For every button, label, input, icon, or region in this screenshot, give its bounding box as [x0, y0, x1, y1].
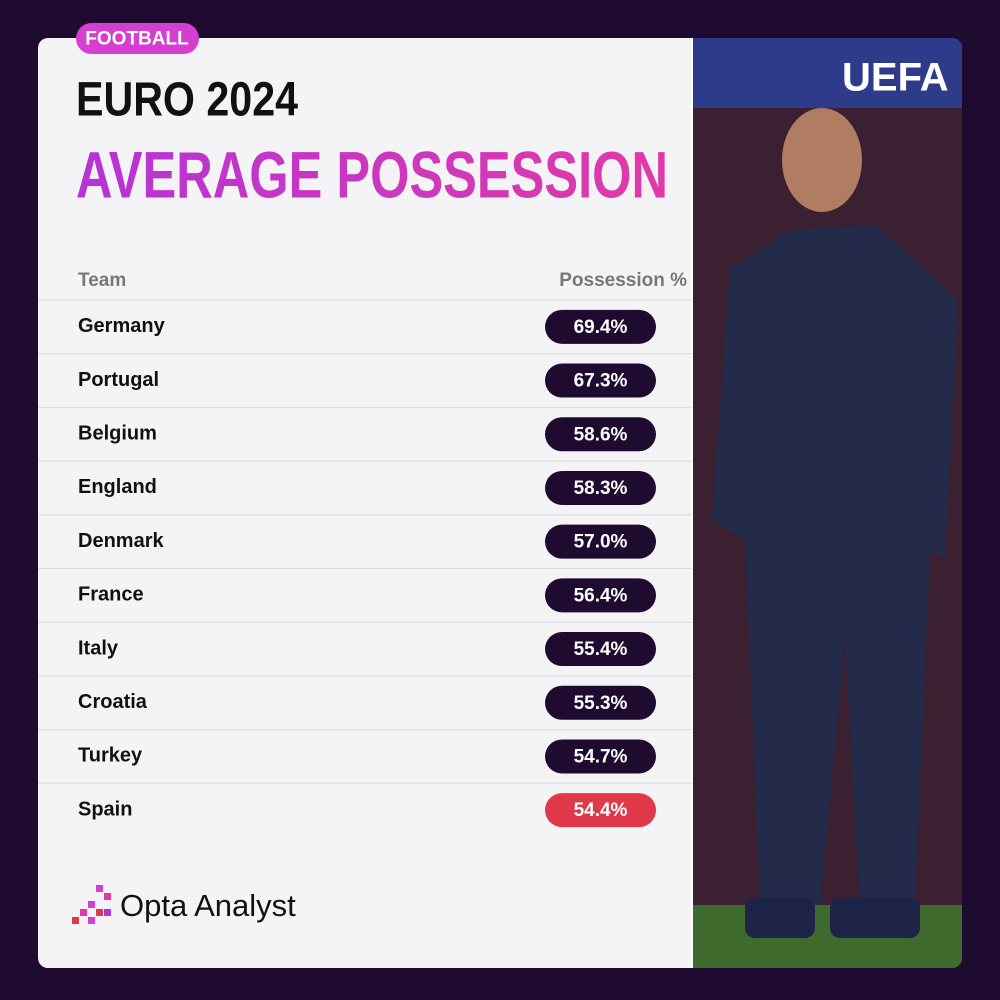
- value-pill: [545, 309, 656, 344]
- value-pill: [545, 363, 656, 398]
- tag-pill: [76, 23, 199, 54]
- column-header: Team: [78, 270, 126, 291]
- value-pill: [545, 524, 656, 559]
- team-name: France: [78, 584, 144, 606]
- value-pill: [545, 417, 656, 452]
- possession-value: 56.4%: [574, 585, 628, 606]
- team-name: Denmark: [78, 530, 164, 552]
- possession-value: 57.0%: [574, 532, 628, 553]
- team-name: Germany: [78, 315, 166, 337]
- team-name: Turkey: [78, 745, 143, 767]
- team-name: Croatia: [78, 691, 148, 713]
- value-pill: [545, 685, 656, 720]
- photo-banner: UEFA: [842, 56, 949, 100]
- value-pill: [545, 578, 656, 613]
- possession-value: 58.6%: [574, 424, 628, 445]
- logo: [72, 885, 111, 924]
- subtitle: AVERAGE POSSESSION: [76, 137, 668, 211]
- possession-value: 54.7%: [574, 746, 628, 767]
- possession-value: 55.3%: [574, 693, 628, 714]
- team-name: Italy: [78, 637, 119, 659]
- title: EURO 2024: [76, 74, 298, 127]
- value-pill: [545, 793, 656, 828]
- possession-value: 58.3%: [574, 478, 628, 499]
- value-pill: [545, 739, 656, 774]
- possession-value: 54.4%: [574, 800, 628, 821]
- column-header: Possession %: [559, 270, 687, 291]
- team-name: England: [78, 476, 157, 498]
- team-name: Portugal: [78, 369, 159, 391]
- possession-value: 55.4%: [574, 639, 628, 660]
- tag: FOOTBALL: [85, 29, 189, 50]
- possession-value: 67.3%: [574, 371, 628, 392]
- team-name: Spain: [78, 798, 132, 820]
- value-pill: [545, 470, 656, 505]
- photo: UEFA: [692, 38, 962, 968]
- possession-value: 69.4%: [574, 317, 628, 338]
- value-pill: [545, 632, 656, 667]
- team-name: Belgium: [78, 423, 157, 445]
- brand: Opta Analyst: [120, 888, 296, 923]
